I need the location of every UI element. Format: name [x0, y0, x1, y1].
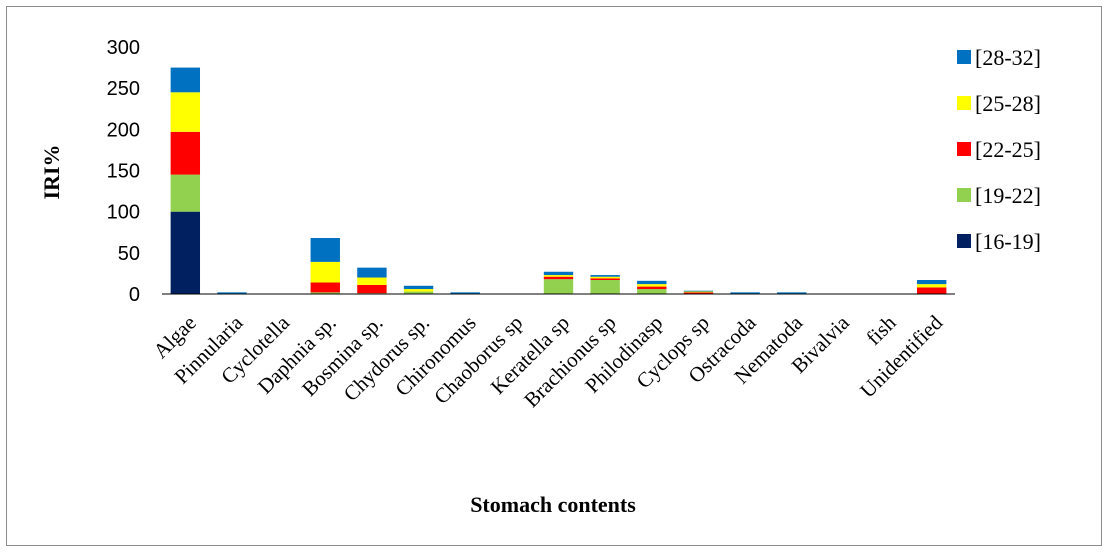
legend-label: [28-32]	[975, 45, 1041, 70]
bar-stack	[637, 280, 667, 294]
bar-segment	[683, 292, 714, 294]
bar-stack	[916, 280, 947, 294]
y-tick-label: 0	[129, 284, 140, 306]
bar-segment	[916, 287, 947, 294]
legend-item: [19-22]	[957, 183, 1041, 208]
bar-segment	[916, 280, 947, 285]
bar-stack	[310, 238, 340, 294]
bar-segment	[217, 292, 247, 294]
y-axis-title: IRI%	[39, 144, 64, 199]
bar-stack	[590, 275, 620, 294]
bar-segment	[543, 275, 574, 277]
bar-stack	[170, 67, 201, 294]
bar-segment	[543, 279, 574, 294]
bar-segment	[683, 291, 714, 293]
bar-segment	[357, 267, 387, 278]
legend-item: [22-25]	[957, 137, 1041, 162]
legend-swatch	[957, 50, 971, 64]
bar-segment	[543, 271, 574, 276]
y-tick-label: 50	[118, 243, 140, 265]
bar-segment	[170, 67, 201, 93]
legend-label: [19-22]	[975, 183, 1041, 208]
bar-segment	[590, 280, 620, 294]
y-tick-label: 150	[107, 161, 140, 183]
bar-segment	[310, 261, 340, 283]
bar-stack	[357, 267, 387, 294]
bar-segment	[730, 292, 760, 294]
y-tick-label: 250	[107, 78, 140, 100]
x-axis-title: Stomach contents	[470, 492, 636, 517]
bar-segment	[590, 275, 620, 277]
bar-segment	[170, 92, 201, 132]
bar-segment	[310, 282, 340, 293]
y-axis-ticks: 0 50 100 150 200 250 300	[107, 37, 140, 306]
bar-stack	[450, 292, 480, 294]
bar-segment	[590, 278, 620, 281]
x-category-label: fish	[861, 310, 901, 350]
bar-segment	[683, 290, 714, 292]
bar-stack	[730, 292, 760, 294]
bar-segment	[310, 238, 340, 262]
bar-segment	[916, 284, 947, 288]
bar-segment	[637, 284, 667, 287]
bar-segment	[357, 277, 387, 285]
chart-frame: 0 50 100 150 200 250 300 Algae Pinnularia Cyclot…	[6, 6, 1102, 546]
legend-item: [25-28]	[957, 91, 1041, 116]
legend-item: [28-32]	[957, 45, 1041, 70]
bar-segment	[357, 284, 387, 294]
bar-segment	[450, 292, 480, 294]
bar-stacks	[170, 67, 947, 294]
bar-segment	[170, 131, 201, 175]
legend-swatch	[957, 142, 971, 156]
bar-segment	[637, 286, 667, 290]
bar-segment	[170, 211, 201, 294]
bar-stack	[217, 292, 247, 294]
bar-stack	[683, 290, 714, 294]
bar-segment	[777, 292, 807, 294]
bar-segment	[637, 289, 667, 294]
bar-segment	[403, 289, 434, 292]
bar-stack	[403, 285, 434, 294]
bar-segment	[590, 276, 620, 279]
bar-stack	[777, 292, 807, 294]
bar-segment	[403, 285, 434, 290]
legend-label: [16-19]	[975, 229, 1041, 254]
legend-label: [22-25]	[975, 137, 1041, 162]
legend-swatch	[957, 188, 971, 202]
legend: [28-32] [25-28] [22-25] [19-22] [16-19]	[957, 45, 1041, 254]
legend-swatch	[957, 96, 971, 110]
bar-segment	[637, 280, 667, 285]
bar-segment	[403, 291, 434, 294]
y-tick-label: 300	[107, 37, 140, 59]
y-tick-label: 200	[107, 119, 140, 141]
bar-segment	[170, 174, 201, 212]
y-tick-label: 100	[107, 202, 140, 224]
legend-item: [16-19]	[957, 229, 1041, 254]
legend-swatch	[957, 234, 971, 248]
bar-segment	[543, 276, 574, 280]
bar-stack	[543, 271, 574, 294]
bar-segment	[310, 292, 340, 294]
iri-stacked-bar-chart: 0 50 100 150 200 250 300 AlgaePinnulariaCyclot…	[39, 37, 1041, 517]
legend-label: [25-28]	[975, 91, 1041, 116]
